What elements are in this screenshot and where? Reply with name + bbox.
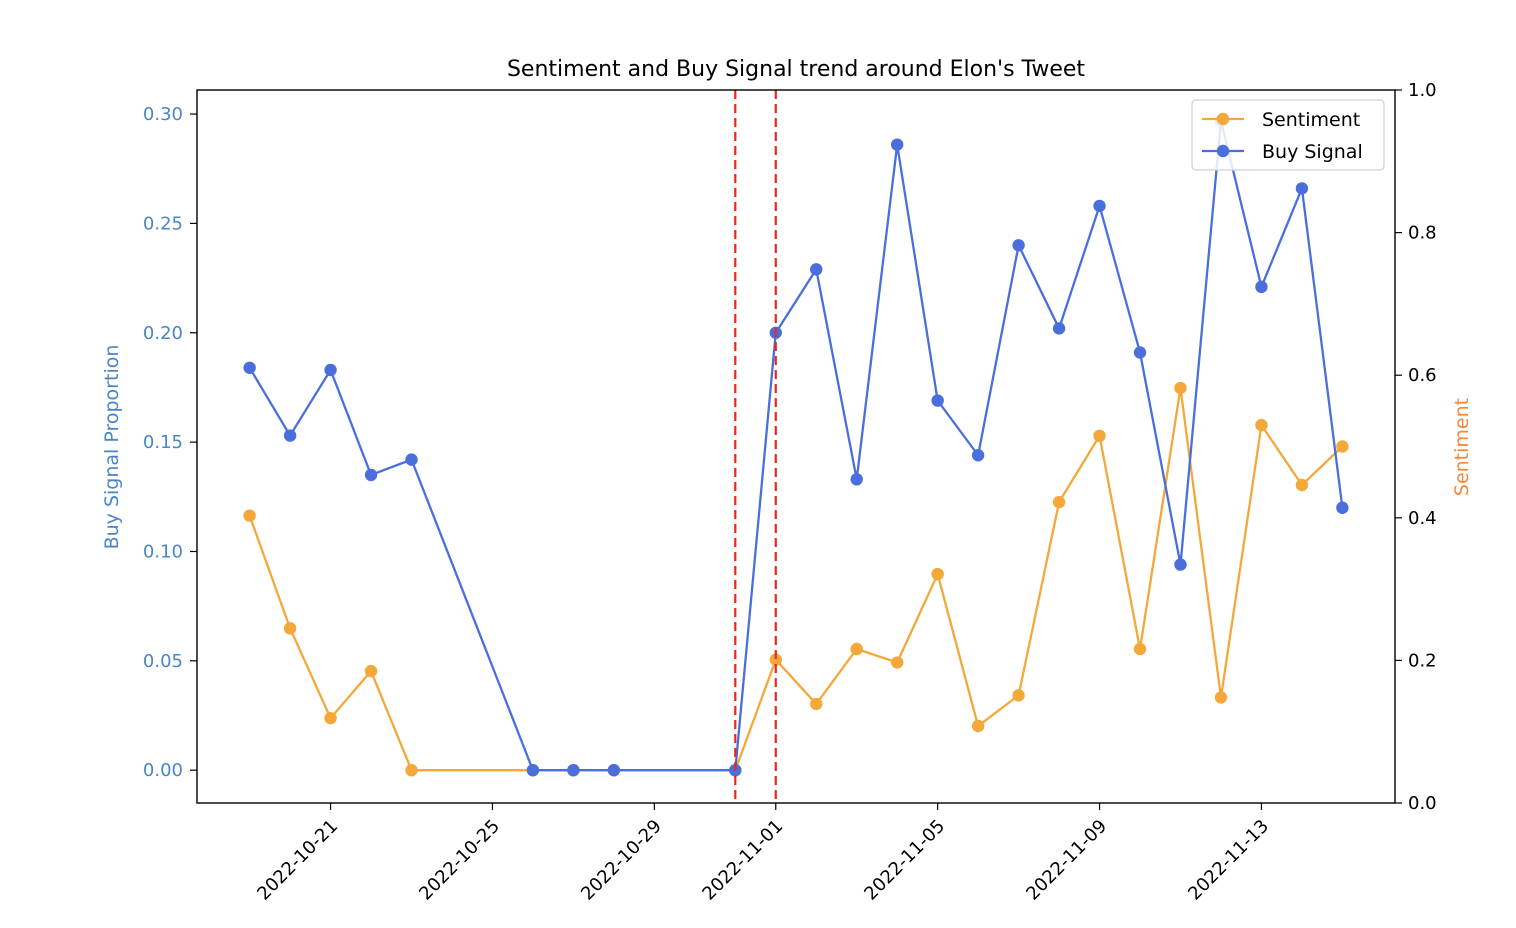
legend-sentiment-marker bbox=[1216, 112, 1230, 126]
y-right-tick-label: 0.2 bbox=[1408, 650, 1437, 671]
sentiment-point bbox=[243, 509, 256, 522]
legend-buy-signal-marker bbox=[1216, 144, 1230, 158]
y-left-tick-label: 0.00 bbox=[143, 760, 183, 781]
buy-signal-line bbox=[248, 120, 1344, 772]
buy-signal-point bbox=[931, 394, 944, 407]
x-tick-label: 2022-10-25 bbox=[415, 816, 504, 905]
y-left-tick-label: 0.25 bbox=[143, 213, 183, 234]
sentiment-point bbox=[405, 764, 418, 777]
buy-signal-point bbox=[243, 361, 256, 374]
legend-box bbox=[1191, 99, 1385, 171]
x-tick-label: 2022-11-09 bbox=[1022, 816, 1111, 905]
buy-signal-point bbox=[283, 429, 297, 442]
sentiment-point bbox=[324, 711, 337, 725]
buy-signal-point bbox=[810, 263, 823, 276]
chart-title: Sentiment and Buy Signal trend around El… bbox=[507, 57, 1085, 82]
plot-frame bbox=[196, 89, 1396, 804]
y-right-tick-label: 0.0 bbox=[1408, 793, 1437, 814]
sentiment-point bbox=[1336, 440, 1349, 453]
buy-signal-point bbox=[890, 138, 904, 151]
sentiment-point bbox=[1093, 429, 1106, 443]
sentiment-point bbox=[283, 622, 297, 635]
buy-signal-point bbox=[1052, 322, 1066, 335]
sentiment-point bbox=[850, 642, 863, 656]
sentiment-point bbox=[1214, 691, 1228, 704]
y-right-tick-label: 1.0 bbox=[1408, 80, 1437, 101]
y-right-tick-label: 0.8 bbox=[1408, 223, 1437, 244]
buy-signal-point bbox=[364, 468, 378, 482]
buy-signal-point bbox=[971, 449, 985, 462]
y-right-tick-label: 0.6 bbox=[1408, 365, 1437, 386]
legend-sentiment-label: Sentiment bbox=[1262, 109, 1360, 131]
y-left-tick-label: 0.20 bbox=[143, 323, 183, 344]
x-tick-label: 2022-11-05 bbox=[860, 816, 949, 905]
buy-signal-point bbox=[526, 763, 540, 777]
sentiment-point bbox=[1052, 495, 1066, 509]
buy-signal-point bbox=[567, 763, 580, 777]
sentiment-point bbox=[1012, 689, 1025, 702]
buy-signal-point bbox=[324, 363, 337, 377]
sentiment-point bbox=[769, 653, 782, 666]
sentiment-point bbox=[1255, 418, 1268, 432]
sentiment-point bbox=[1295, 478, 1309, 492]
sentiment-point bbox=[364, 664, 378, 678]
y-left-tick-label: 0.15 bbox=[143, 432, 183, 453]
y-left-tick-label: 0.10 bbox=[143, 541, 183, 562]
buy-signal-point bbox=[850, 473, 863, 486]
sentiment-point bbox=[1133, 642, 1147, 656]
buy-signal-point bbox=[1336, 501, 1349, 514]
y-axis-right-label: Sentiment bbox=[1451, 398, 1473, 496]
sentiment-point bbox=[890, 656, 904, 669]
y-left-tick-label: 0.05 bbox=[143, 651, 183, 672]
sentiment-point bbox=[931, 567, 944, 581]
x-tick-label: 2022-10-29 bbox=[577, 816, 666, 905]
buy-signal-point bbox=[1012, 239, 1025, 252]
sentiment-point bbox=[971, 719, 985, 733]
buy-signal-point bbox=[1295, 182, 1309, 195]
y-right-tick-label: 0.4 bbox=[1408, 508, 1437, 529]
buy-signal-point bbox=[1255, 280, 1268, 294]
y-axis-left-label: Buy Signal Proportion bbox=[101, 345, 123, 550]
y-left-tick-label: 0.30 bbox=[143, 104, 183, 125]
buy-signal-point bbox=[1093, 199, 1106, 213]
sentiment-point bbox=[810, 697, 823, 711]
x-tick-label: 2022-11-13 bbox=[1184, 816, 1273, 905]
sentiment-point bbox=[1174, 381, 1187, 395]
x-tick-label: 2022-10-21 bbox=[253, 816, 342, 905]
buy-signal-point bbox=[607, 763, 621, 777]
legend-buy-signal-label: Buy Signal bbox=[1262, 141, 1363, 163]
x-tick-label: 2022-11-01 bbox=[698, 816, 787, 905]
buy-signal-point bbox=[405, 453, 418, 466]
sentiment-line bbox=[248, 387, 1344, 772]
buy-signal-point bbox=[1133, 346, 1147, 359]
buy-signal-point bbox=[1174, 558, 1187, 571]
